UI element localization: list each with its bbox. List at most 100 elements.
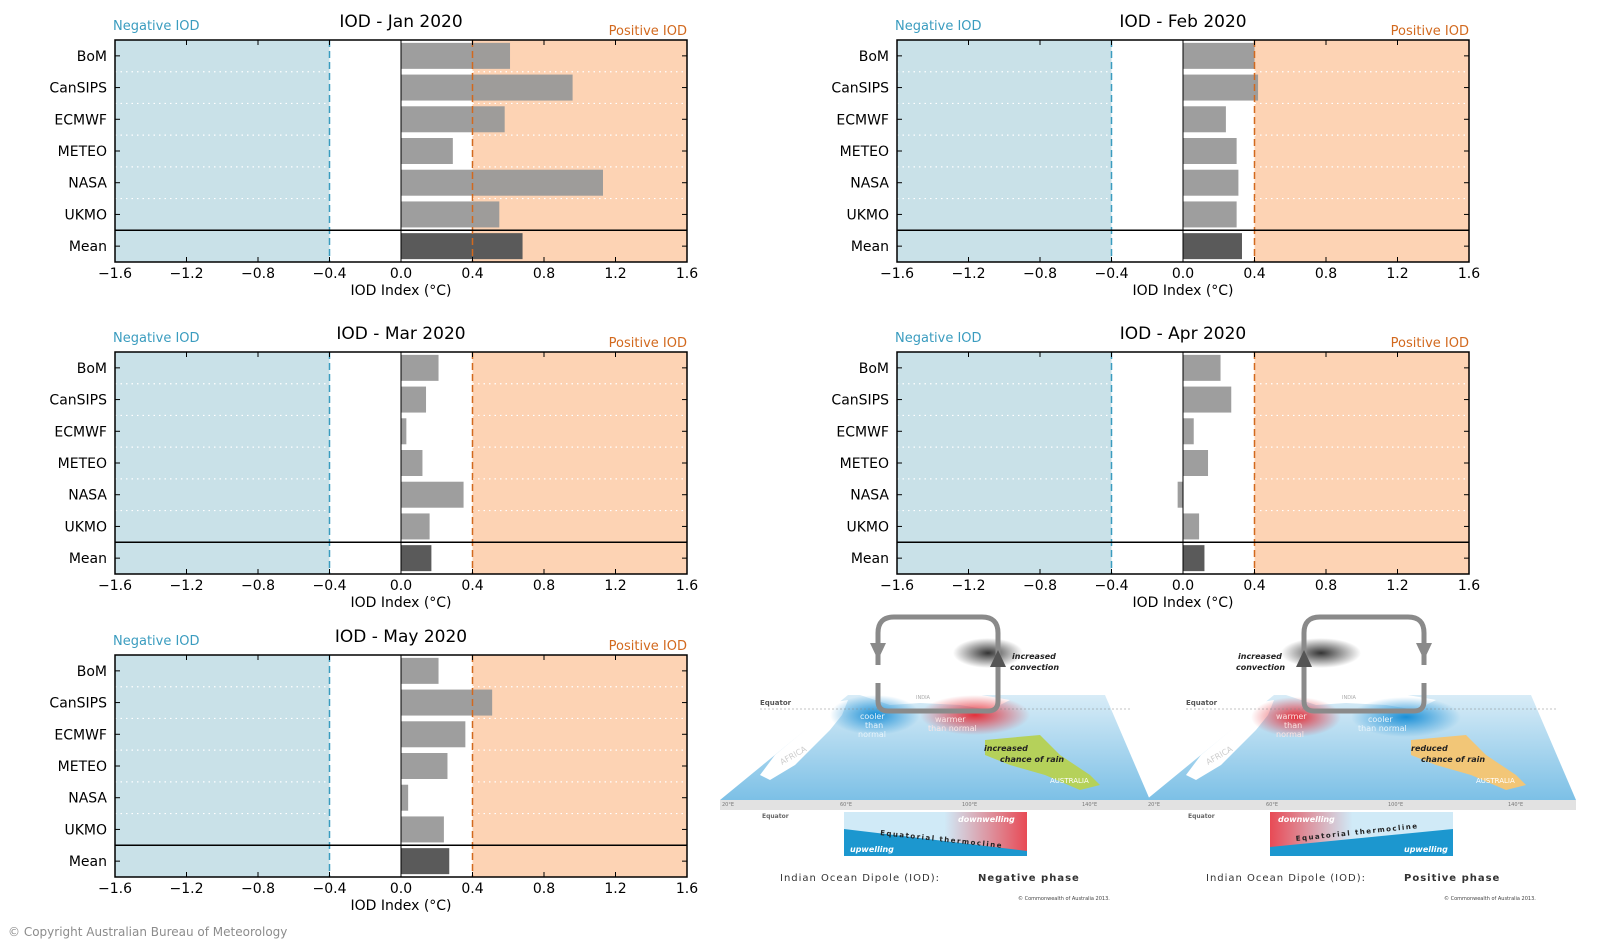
category-label: METEO <box>58 456 107 472</box>
x-tick-label: 1.2 <box>604 881 626 897</box>
x-tick-label: 1.6 <box>1458 266 1480 282</box>
x-tick-label: 1.6 <box>676 881 698 897</box>
bar-meteo <box>401 449 423 477</box>
diagram-label-west-sst-2: than <box>865 721 883 730</box>
x-tick-label: −0.4 <box>1095 578 1129 594</box>
category-label: ECMWF <box>54 727 107 743</box>
bar-ecmwf <box>1183 106 1226 133</box>
bar-bom <box>1183 354 1221 381</box>
x-tick-label: 0.4 <box>461 266 483 282</box>
category-label: BoM <box>859 49 889 65</box>
negative-iod-label: Negative IOD <box>113 634 200 649</box>
bar-bom <box>401 657 439 684</box>
longitude-label-100e: 100°E <box>962 802 977 808</box>
bar-ukmo <box>1183 513 1200 540</box>
x-tick-label: −1.6 <box>98 266 132 282</box>
longitude-label-140e: 140°E <box>1508 802 1523 808</box>
section-equator-label: Equator <box>762 813 789 820</box>
x-tick-label: 0.4 <box>461 578 483 594</box>
bar-meteo <box>1183 137 1237 165</box>
positive-iod-label: Positive IOD <box>609 336 687 351</box>
x-tick-label: 0.0 <box>1172 578 1194 594</box>
positive-iod-label: Positive IOD <box>1391 24 1469 39</box>
longitude-label-20e: 20°E <box>722 802 734 808</box>
x-axis-label: IOD Index (°C) <box>350 595 451 611</box>
iod-negative-phase-diagram: Equator AFRICA INDIA AUSTRALIA increased… <box>720 614 1150 902</box>
bar-mean <box>401 545 432 572</box>
thermocline-deep-water <box>1270 829 1453 856</box>
negative-iod-label: Negative IOD <box>895 331 982 346</box>
bar-meteo <box>1183 449 1209 477</box>
positive-iod-label: Positive IOD <box>609 24 687 39</box>
x-tick-label: −0.8 <box>241 266 275 282</box>
negative-iod-label: Negative IOD <box>895 19 982 34</box>
x-tick-label: 0.8 <box>1315 266 1337 282</box>
x-tick-label: 1.2 <box>604 578 626 594</box>
diagram-label-convection-2: convection <box>1236 663 1285 672</box>
diagram-label-australia: AUSTRALIA <box>1476 777 1515 785</box>
caption-prefix: Indian Ocean Dipole (IOD): <box>1206 873 1366 884</box>
category-label: ECMWF <box>836 112 889 128</box>
x-tick-label: 0.8 <box>1315 578 1337 594</box>
bar-nasa <box>401 481 464 508</box>
negative-iod-region <box>115 655 330 877</box>
positive-iod-region <box>1254 352 1469 574</box>
category-label: BoM <box>77 664 107 680</box>
x-tick-label: −1.2 <box>170 578 204 594</box>
x-tick-label: −1.2 <box>170 881 204 897</box>
category-label: CanSIPS <box>49 81 107 97</box>
australia-landmass <box>1411 735 1526 790</box>
bar-nasa <box>1183 169 1239 196</box>
walker-arrowhead-up <box>990 650 1006 667</box>
x-tick-label: 0.8 <box>533 578 555 594</box>
category-label: UKMO <box>64 207 107 223</box>
longitude-label-20e: 20°E <box>1148 802 1160 808</box>
category-label: NASA <box>850 488 889 504</box>
diagram-label-convection-1: increased <box>1012 652 1056 661</box>
x-tick-label: −1.6 <box>98 881 132 897</box>
bar-bom <box>401 42 511 69</box>
positive-iod-region <box>472 40 687 262</box>
diagram-label-rain-2: chance of rain <box>1000 755 1064 764</box>
bar-cansips <box>401 74 573 101</box>
category-label: ECMWF <box>836 424 889 440</box>
bar-ukmo <box>1183 201 1237 228</box>
category-label: NASA <box>68 791 107 807</box>
diagram-label-rain-1: reduced <box>1411 744 1448 753</box>
chart-title: IOD - Feb 2020 <box>1119 12 1246 32</box>
category-label: BoM <box>859 361 889 377</box>
diagram-label-rain-2: chance of rain <box>1421 755 1485 764</box>
diagram-label-australia: AUSTRALIA <box>1050 777 1089 785</box>
caption-phase: Negative phase <box>978 873 1080 884</box>
category-label: CanSIPS <box>49 393 107 409</box>
bar-bom <box>401 354 439 381</box>
bar-nasa <box>1177 481 1183 508</box>
upwelling-label: upwelling <box>1404 845 1448 854</box>
longitude-label-100e: 100°E <box>1388 802 1403 808</box>
x-tick-label: −1.2 <box>952 578 986 594</box>
negative-iod-label: Negative IOD <box>113 19 200 34</box>
diagram-label-west-sst-3: normal <box>858 730 886 739</box>
category-label: Mean <box>69 239 107 255</box>
diagram-label-west-sst-1: cooler <box>860 712 885 721</box>
x-tick-label: 1.6 <box>1458 578 1480 594</box>
bar-meteo <box>401 752 448 780</box>
x-tick-label: 0.0 <box>390 578 412 594</box>
category-label: METEO <box>58 144 107 160</box>
x-tick-label: −0.4 <box>313 881 347 897</box>
longitude-label-140e: 140°E <box>1082 802 1097 808</box>
longitude-strip <box>1146 800 1576 810</box>
diagram-label-west-sst-2: than <box>1284 721 1302 730</box>
bar-cansips <box>1183 386 1232 413</box>
x-tick-label: −0.8 <box>1023 578 1057 594</box>
x-tick-label: −1.2 <box>952 266 986 282</box>
chart-title: IOD - Mar 2020 <box>336 324 465 344</box>
diagram-label-east-sst-1: cooler <box>1368 715 1393 724</box>
negative-iod-label: Negative IOD <box>113 331 200 346</box>
iod-chart-4: −1.6 −1.2 −0.8 −0.4 0.0 0.4 0.8 1.2 1.6 BoM CanSIP… <box>49 627 698 914</box>
chart-title: IOD - May 2020 <box>335 627 467 647</box>
x-tick-label: 1.6 <box>676 266 698 282</box>
diagram-label-convection-2: convection <box>1010 663 1059 672</box>
bar-mean <box>1183 233 1242 260</box>
category-label: NASA <box>68 176 107 192</box>
